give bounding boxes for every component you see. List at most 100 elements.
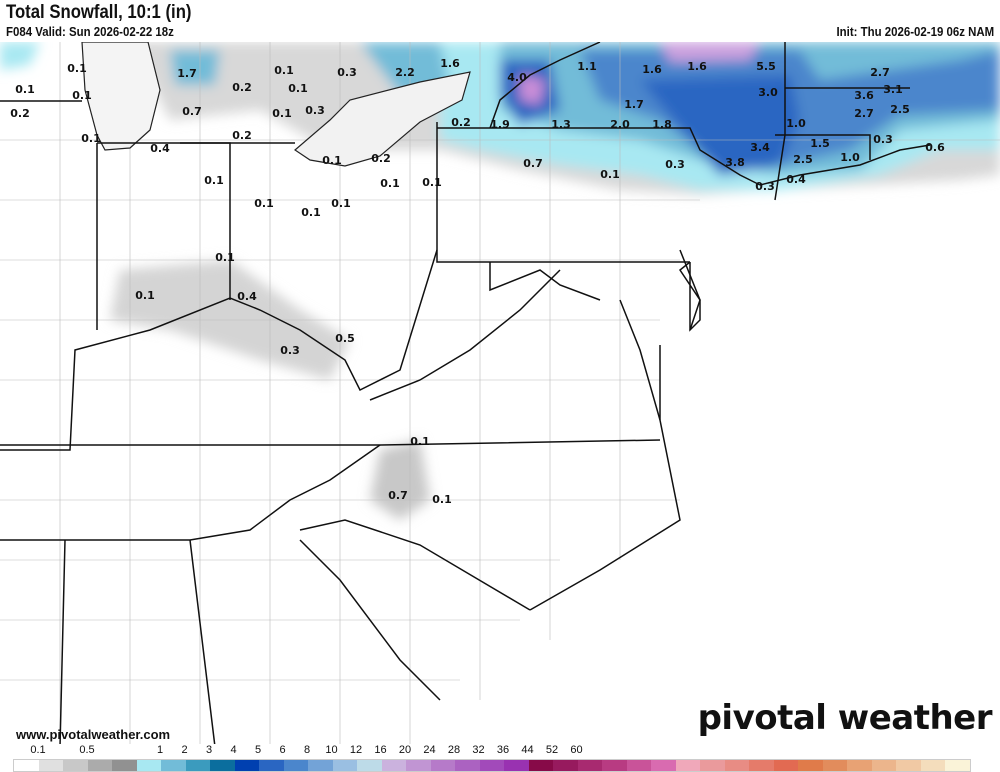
legend-tick-label: 0.1 — [30, 744, 46, 756]
legend-tick-label: 6 — [279, 744, 286, 756]
legend-swatch — [14, 760, 39, 771]
legend-tick-label: 36 — [496, 744, 510, 756]
snowfall-value-label: 0.3 — [280, 344, 300, 357]
snowfall-value-label: 0.1 — [135, 289, 155, 302]
legend-ticks: 0.1 0.5 1 2 3 4 5 6 8 10 12 16 20 24 28 32 36 44 52 60 — [0, 744, 1000, 758]
snowfall-value-label: 3.8 — [725, 156, 745, 169]
snowfall-value-label: 2.7 — [854, 107, 874, 120]
legend-swatch — [381, 760, 406, 771]
snowfall-value-label: 1.6 — [687, 60, 707, 73]
snowfall-value-label: 3.0 — [758, 86, 778, 99]
snowfall-value-label: 0.1 — [322, 154, 342, 167]
snowfall-value-label: 0.4 — [150, 142, 170, 155]
legend-tick-label: 12 — [349, 744, 363, 756]
legend-swatch — [210, 760, 235, 771]
legend-tick-label: 52 — [545, 744, 559, 756]
legend-swatch — [675, 760, 700, 771]
legend-swatch — [577, 760, 602, 771]
snowfall-value-label: 0.1 — [288, 82, 308, 95]
county-lines — [0, 42, 1000, 747]
snowfall-map: 0.1 1.7 0.1 0.3 2.2 1.6 0.1 0.1 0.2 0.1 0.2 0.7 0.1 0… — [0, 42, 1000, 747]
legend-swatch — [38, 760, 63, 771]
snowfall-value-label: 0.3 — [665, 158, 685, 171]
snowfall-value-label: 1.9 — [490, 118, 510, 131]
snowfall-value-label: 3.1 — [883, 83, 903, 96]
snowfall-shading — [0, 42, 1000, 520]
snowfall-value-label: 0.1 — [301, 206, 321, 219]
legend-swatch — [308, 760, 333, 771]
snowfall-value-label: 5.5 — [756, 60, 776, 73]
snowfall-value-label: 4.0 — [507, 71, 527, 84]
legend-swatch — [626, 760, 651, 771]
snowfall-value-labels: 0.1 1.7 0.1 0.3 2.2 1.6 0.1 0.1 0.2 0.1 0.2 0.7 0.1 0… — [10, 57, 945, 506]
legend-swatch — [234, 760, 259, 771]
snowfall-value-label: 3.6 — [854, 89, 874, 102]
snowfall-value-label: 2.7 — [870, 66, 890, 79]
snowfall-value-label: 0.1 — [422, 176, 442, 189]
init-time: Init: Thu 2026-02-19 06z NAM — [836, 24, 994, 39]
legend-swatch — [749, 760, 774, 771]
legend-swatch — [700, 760, 725, 771]
pivotal-weather-logo: pivotal weather — [697, 698, 993, 738]
snowfall-value-label: 0.6 — [925, 141, 945, 154]
legend-tick-label: 32 — [472, 744, 485, 756]
snowfall-value-label: 0.1 — [15, 83, 35, 96]
snowfall-value-label: 0.2 — [451, 116, 471, 129]
legend-swatch — [87, 760, 112, 771]
legend-swatch — [773, 760, 798, 771]
snowfall-value-label: 0.1 — [432, 493, 452, 506]
legend-tick-label: 20 — [398, 744, 412, 756]
snowfall-value-label: 0.2 — [10, 107, 30, 120]
snowfall-value-label: 0.3 — [305, 104, 325, 117]
legend-tick-label: 3 — [205, 744, 213, 756]
snowfall-value-label: 1.1 — [577, 60, 597, 73]
snowfall-value-label: 0.1 — [331, 197, 351, 210]
legend-swatch — [455, 760, 480, 771]
legend-swatch — [822, 760, 847, 771]
legend-swatch — [798, 760, 823, 771]
snowfall-value-label: 1.5 — [810, 137, 830, 150]
snowfall-value-label: 0.1 — [254, 197, 274, 210]
legend-swatch — [479, 760, 504, 771]
legend-tick-label: 0.5 — [79, 744, 95, 756]
snowfall-value-label: 0.4 — [786, 173, 806, 186]
snowfall-value-label: 0.3 — [755, 180, 775, 193]
legend-tick-label: 5 — [254, 744, 262, 756]
snowfall-value-label: 2.0 — [610, 118, 630, 131]
legend-swatch — [945, 760, 970, 771]
legend-swatch — [602, 760, 627, 771]
legend-tick-label: 60 — [570, 744, 583, 756]
snowfall-value-label: 0.1 — [81, 132, 101, 145]
snowfall-value-label: 0.1 — [72, 89, 92, 102]
snowfall-value-label: 0.1 — [215, 251, 235, 264]
legend-swatch — [920, 760, 945, 771]
snowfall-value-label: 0.4 — [237, 290, 257, 303]
legend-swatch — [136, 760, 161, 771]
snowfall-value-label: 1.6 — [440, 57, 460, 70]
snowfall-value-label: 1.8 — [652, 118, 672, 131]
legend-tick-label: 2 — [181, 744, 188, 756]
snowfall-value-label: 0.7 — [182, 105, 202, 118]
website-url[interactable]: www.pivotalweather.com — [16, 727, 171, 742]
snowfall-value-label: 0.2 — [232, 81, 252, 94]
legend-swatch — [357, 760, 382, 771]
snowfall-value-label: 0.1 — [204, 174, 224, 187]
legend-swatch — [504, 760, 529, 771]
snowfall-value-label: 0.1 — [272, 107, 292, 120]
snowfall-value-label: 0.3 — [873, 133, 893, 146]
legend-swatch — [553, 760, 578, 771]
snowfall-value-label: 1.7 — [177, 67, 197, 80]
snowfall-value-label: 1.0 — [840, 151, 860, 164]
color-legend: 0.1 0.5 1 2 3 4 5 6 8 10 12 16 20 24 28 32 36 44 52 60 — [0, 744, 1000, 772]
legend-swatch — [528, 760, 553, 771]
legend-colorbar — [13, 759, 971, 772]
legend-swatch — [283, 760, 308, 771]
legend-tick-label: 4 — [230, 744, 237, 756]
legend-swatch — [63, 760, 88, 771]
legend-tick-label: 28 — [447, 744, 461, 756]
header: Total Snowfall, 10:1 (in) F084 Valid: Su… — [0, 0, 1000, 42]
legend-tick-label: 8 — [303, 744, 311, 756]
lakes — [81, 42, 471, 167]
legend-tick-label: 10 — [325, 744, 338, 756]
legend-swatch — [651, 760, 676, 771]
